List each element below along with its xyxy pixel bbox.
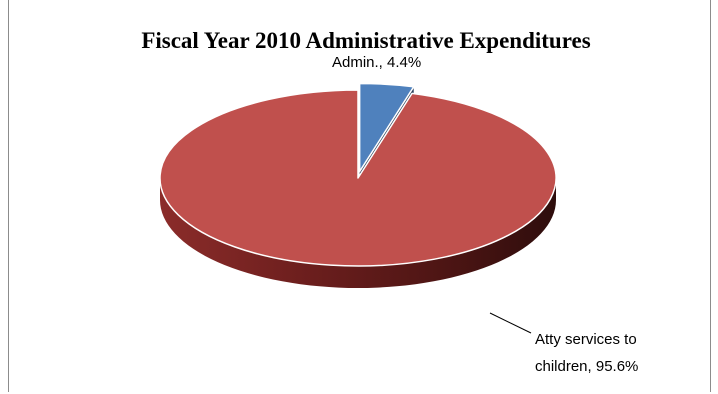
slice-admin	[358, 82, 415, 173]
slice-label-admin: Admin., 4.4%	[332, 54, 421, 71]
slice-label-atty-line-1: Atty services to	[535, 331, 637, 348]
pie-slices	[159, 82, 557, 288]
leader-line	[489, 312, 532, 334]
slice-label-atty-line-2: children, 95.6%	[535, 358, 638, 375]
slice-atty-services-to-children	[159, 89, 557, 267]
chart-title: Fiscal Year 2010 Administrative Expendit…	[141, 28, 590, 53]
slice-side-atty-services-to-children	[160, 178, 556, 288]
